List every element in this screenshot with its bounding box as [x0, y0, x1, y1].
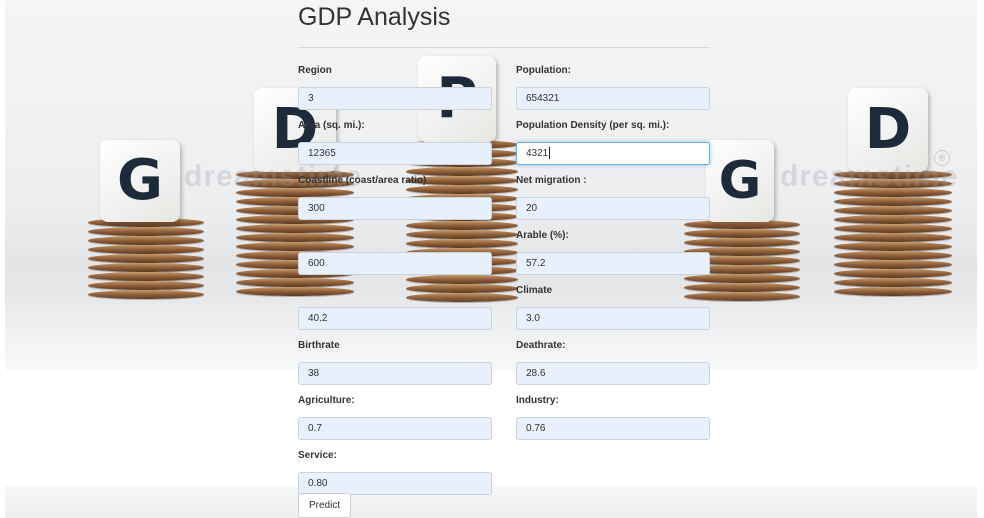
population-density-input[interactable]: 4321: [516, 142, 710, 165]
population-field: Population: 654321: [516, 65, 712, 110]
coastline-input[interactable]: 300: [298, 197, 492, 220]
predict-button[interactable]: Predict: [298, 493, 352, 518]
field-left-5-label: [298, 285, 494, 297]
arable-label: Arable (%):: [516, 230, 569, 241]
arable-field: Arable (%): 57.2: [516, 230, 712, 275]
watermark: dreamstime: [184, 160, 363, 193]
letter-cube: G: [706, 140, 774, 222]
service-input[interactable]: 0.80: [298, 472, 492, 495]
coin-stack: [834, 170, 952, 302]
population-density-field: Population Density (per sq. mi.): 4321: [516, 120, 712, 165]
net-migration-input[interactable]: 20: [516, 197, 710, 220]
field-left-4: 600: [298, 230, 494, 275]
agriculture-field: Agriculture: 0.7: [298, 395, 494, 440]
region-input[interactable]: 3: [298, 87, 492, 110]
page-title: GDP Analysis: [298, 3, 451, 31]
registered-mark-icon: ®: [934, 150, 950, 166]
coastline-field: Coastline (coast/area ratio) 300: [298, 175, 494, 220]
net-migration-field: Net migration : 20: [516, 175, 712, 220]
area-field: Area (sq. mi.): 12365: [298, 120, 494, 165]
birthrate-field: Birthrate 38: [298, 340, 494, 385]
text-caret: [549, 147, 551, 160]
net-migration-label: Net migration :: [516, 175, 587, 186]
deathrate-input[interactable]: 28.6: [516, 362, 710, 385]
field-left-4-input[interactable]: 600: [298, 252, 492, 275]
region-field: Region 3: [298, 65, 494, 110]
area-input[interactable]: 12365: [298, 142, 492, 165]
coin-stack: [236, 170, 354, 302]
climate-label: Climate: [516, 285, 553, 296]
letter-cube: D: [848, 88, 928, 172]
title-divider: [298, 47, 710, 48]
region-label: Region: [298, 65, 332, 76]
deathrate-label: Deathrate:: [516, 340, 566, 351]
deathrate-field: Deathrate: 28.6: [516, 340, 712, 385]
area-label: Area (sq. mi.):: [298, 120, 365, 131]
service-label: Service:: [298, 450, 337, 461]
population-density-label: Population Density (per sq. mi.):: [516, 120, 670, 131]
population-input[interactable]: 654321: [516, 87, 710, 110]
birthrate-label: Birthrate: [298, 340, 340, 351]
climate-field: Climate 3.0: [516, 285, 712, 330]
birthrate-input[interactable]: 38: [298, 362, 492, 385]
industry-field: Industry: 0.76: [516, 395, 712, 440]
field-left-4-label: [298, 230, 494, 242]
field-left-5-input[interactable]: 40.2: [298, 307, 492, 330]
coastline-label: Coastline (coast/area ratio): [298, 175, 427, 186]
climate-input[interactable]: 3.0: [516, 307, 710, 330]
coin-stack: [88, 218, 204, 303]
letter-cube: G: [100, 140, 180, 222]
arable-input[interactable]: 57.2: [516, 252, 710, 275]
population-density-value: 4321: [526, 148, 549, 159]
population-label: Population:: [516, 65, 571, 76]
agriculture-label: Agriculture:: [298, 395, 355, 406]
industry-input[interactable]: 0.76: [516, 417, 710, 440]
service-field: Service: 0.80: [298, 450, 494, 495]
watermark: dreamstime: [780, 160, 959, 193]
agriculture-input[interactable]: 0.7: [298, 417, 492, 440]
field-left-5: 40.2: [298, 285, 494, 330]
industry-label: Industry:: [516, 395, 559, 406]
